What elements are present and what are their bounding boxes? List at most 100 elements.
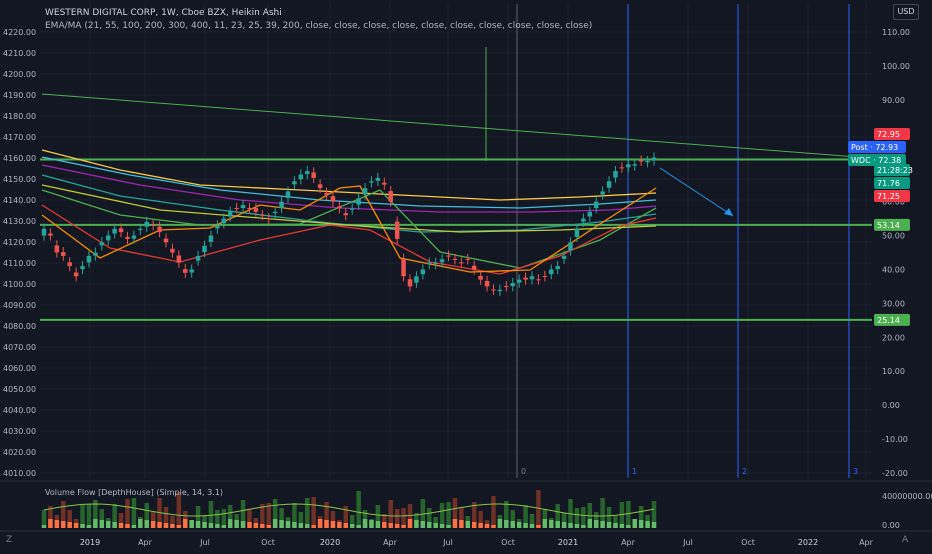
candle-body [619,167,625,169]
volume-flow-fill [86,525,92,528]
candle-body [234,208,239,210]
volume-flow-fill [67,522,72,528]
candle-body [407,279,413,287]
volume-bar [420,499,426,528]
volume-bar [382,514,387,528]
right-axis-tick-label: 60.00 [882,198,905,207]
candle-body [253,208,259,212]
volume-flow-fill [626,525,631,528]
candle-body [536,279,541,281]
volume-flow-fill [48,519,53,528]
candle-body [105,235,111,241]
indicator-label[interactable]: EMA/MA (21, 55, 100, 200, 300, 400, 11, … [45,21,593,31]
volume-bar [452,498,458,528]
candle-body [651,157,657,161]
candle-body [67,262,72,267]
volume-indicator-label[interactable]: Volume Flow [DepthHouse] (Simple, 14, 3.… [45,488,223,497]
volume-flow-fill [163,523,169,528]
candle-body [626,164,631,168]
candle-body [202,245,207,253]
x-axis-tick-label: Oct [741,538,755,547]
volume-flow-fill [324,520,329,528]
candle-body [61,252,66,256]
volume-flow-fill [427,522,432,528]
right-axis-tick-label: 90.00 [882,96,905,105]
level-tag-label: 25.14 [877,316,900,325]
volume-bar [99,509,105,528]
candle-body [266,218,271,220]
volume-bar [118,513,124,528]
volume-flow-fill [189,520,194,528]
price-tag-label: 21:28:23 [877,166,913,175]
volume-flow-fill [311,525,316,528]
volume-bar [272,499,278,528]
candle-body [394,221,400,239]
x-axis-tick-label: 2022 [798,538,818,547]
candle-body [330,196,336,202]
candle-body [170,248,175,253]
left-axis-tick-label: 4150.00 [3,175,36,184]
left-axis-tick-label: 4220.00 [3,28,36,37]
volume-flow-fill [157,522,162,528]
volume-flow-fill [195,521,201,528]
right-axis-tick-label: 110.00 [882,28,910,37]
volume-flow-fill [131,525,137,528]
candle-body [93,252,98,256]
volume-flow-fill [73,523,79,528]
candle-body [439,259,445,263]
volume-bar [41,510,47,528]
volume-bar [67,510,72,528]
volume-bar [131,498,137,528]
cycle-marker-label: 0 [521,467,526,476]
volume-flow-fill [555,521,560,528]
left-axis-tick-label: 4030.00 [3,427,36,436]
candle-body [427,262,432,265]
volume-bar [581,507,586,528]
candle-body [215,225,220,229]
price-tag-green [874,164,910,176]
price-tag-label: WDC · 72.38 [851,156,901,165]
auto-scale-button[interactable]: A [902,535,909,545]
volume-flow-fill [80,524,85,528]
x-axis-tick-label: 2021 [558,538,578,547]
left-axis-tick-label: 4170.00 [3,133,36,142]
volume-flow-fill [536,525,541,528]
candle-body [568,242,573,251]
x-axis-tick-label: Oct [261,538,275,547]
volume-bar [651,501,657,528]
volume-flow-fill [343,523,349,528]
candle-body [523,277,528,280]
candle-body [298,174,304,180]
volume-flow-fill [279,520,284,528]
volume-flow-fill [375,521,381,528]
volume-flow-fill [112,522,117,528]
volume-flow-fill [330,521,336,528]
candle-body [433,262,438,265]
volume-bar [61,501,66,528]
volume-bar [305,498,310,528]
x-axis-tick-label: 2019 [80,538,100,547]
currency-button[interactable]: USD [893,4,919,20]
volume-flow-fill [459,520,464,528]
candle-body [54,245,60,253]
volume-flow-fill [337,522,342,528]
volume-flow-fill [298,523,304,528]
price-tag-red [874,128,910,140]
x-axis-tick-label: Oct [501,538,515,547]
volume-bar [298,512,304,528]
left-axis-tick-label: 4160.00 [3,154,36,163]
level-tag [874,218,910,231]
candle-body [369,181,374,183]
volume-flow-fill [138,519,143,528]
price-tag-red [874,190,910,202]
left-axis-tick-label: 4200.00 [3,70,36,79]
left-axis-tick-label: 4110.00 [3,259,36,268]
candle-body [48,233,53,236]
volume-flow-fill [439,524,445,528]
volume-flow-fill [510,521,515,528]
volume-bar [600,498,605,528]
x-axis-tick-label: Jul [199,538,210,547]
candle-body [311,172,316,178]
timezone-button[interactable]: Z [6,535,13,545]
left-axis-tick-label: 4130.00 [3,217,36,226]
